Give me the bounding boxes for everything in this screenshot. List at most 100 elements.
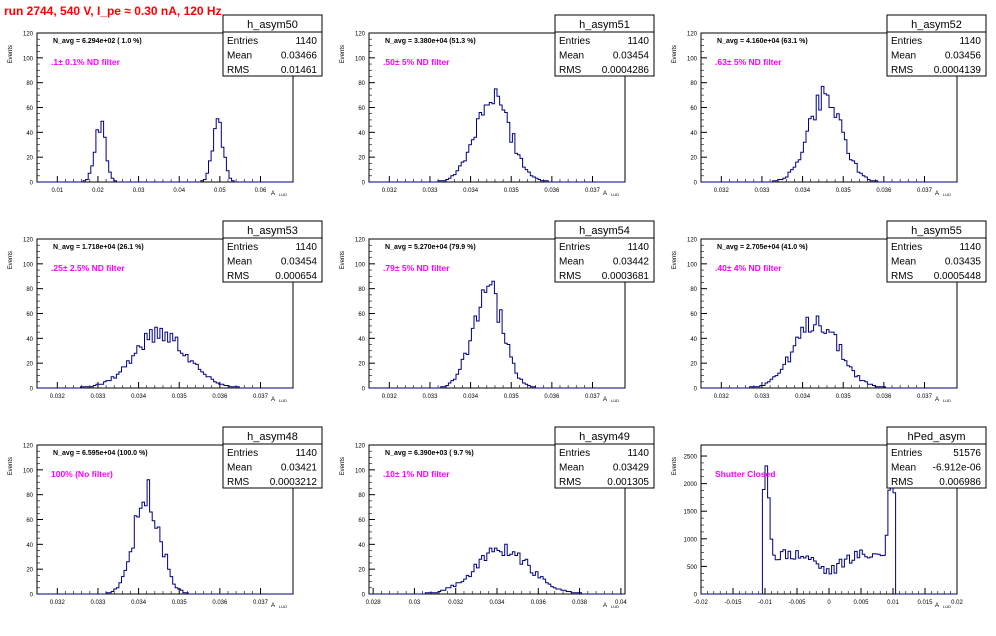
x-tick-label: 0.037 — [253, 600, 269, 606]
stats-mean-label: Mean — [559, 51, 584, 62]
histogram-name: h_asym50 — [247, 19, 298, 31]
y-tick-label: 40 — [26, 543, 33, 549]
histogram-name: hPed_asym — [907, 431, 965, 443]
x-tick-label: 0.037 — [917, 394, 933, 400]
y-tick-label: 60 — [26, 312, 33, 318]
y-tick-label: 20 — [690, 156, 697, 162]
x-axis-subscript: LUD — [943, 192, 951, 197]
y-tick-label: 0 — [362, 593, 366, 599]
stats-rms-value: 0.000654 — [275, 271, 317, 282]
stats-mean-value: 0.03466 — [281, 51, 318, 62]
stats-mean-label: Mean — [559, 257, 584, 268]
x-tick-label: -0.005 — [788, 600, 806, 606]
y-tick-label: 100 — [23, 56, 34, 62]
filter-annotation: .10± 1% ND filter — [383, 469, 450, 479]
y-tick-label: 60 — [26, 518, 33, 524]
y-tick-label: 100 — [687, 56, 698, 62]
stats-mean-value: 0.03454 — [281, 257, 318, 268]
stats-entries-value: 1140 — [295, 36, 317, 47]
x-tick-label: 0.033 — [90, 394, 106, 400]
stats-entries-label: Entries — [891, 36, 922, 47]
stats-mean-value: -6.912e-06 — [933, 463, 982, 474]
y-tick-label: 80 — [690, 81, 697, 87]
y-tick-label: 0 — [694, 181, 698, 187]
stats-box — [886, 14, 987, 77]
navg-label: N_avg = 4.160e+04 (63.1 %) — [717, 38, 808, 45]
y-tick-label: 100 — [355, 262, 366, 268]
y-tick-label: 0 — [30, 387, 34, 393]
x-axis-title: A — [603, 191, 607, 197]
stats-entries-label: Entries — [227, 242, 258, 253]
stats-mean-value: 0.03435 — [945, 257, 982, 268]
y-tick-label: 40 — [358, 337, 365, 343]
y-tick-label: 120 — [23, 32, 34, 38]
histogram-line — [37, 326, 293, 389]
x-axis-title: A — [271, 603, 275, 609]
x-axis-title: A — [603, 603, 607, 609]
navg-label: N_avg = 3.380e+04 (51.3 %) — [385, 38, 476, 45]
histogram-line — [701, 85, 957, 183]
stats-mean-label: Mean — [891, 463, 916, 474]
histogram-name: h_asym53 — [247, 225, 298, 237]
stats-rms-label: RMS — [891, 65, 914, 76]
histogram-name: h_asym52 — [911, 19, 962, 31]
y-tick-label: 20 — [26, 156, 33, 162]
stats-entries-value: 1140 — [295, 242, 317, 253]
stats-entries-value: 1140 — [959, 242, 981, 253]
stats-rms-label: RMS — [227, 271, 250, 282]
y-tick-label: 80 — [26, 493, 33, 499]
y-tick-label: 0 — [30, 593, 34, 599]
filter-annotation: .50± 5% ND filter — [383, 57, 450, 67]
histogram-name: h_asym49 — [579, 431, 630, 443]
x-tick-label: 0.037 — [585, 188, 601, 194]
histogram-panel-h-asym51: 0 20 40 60 80 100 120 0.032 0.033 0.034 0.035 0.036… — [332, 14, 664, 224]
x-tick-label: 0.032 — [50, 394, 66, 400]
y-tick-label: 60 — [26, 106, 33, 112]
stats-mean-label: Mean — [227, 463, 252, 474]
y-tick-label: 120 — [355, 238, 366, 244]
stats-rms-label: RMS — [559, 271, 582, 282]
histogram-svg: 0 20 40 60 80 100 120 0.028 0.03 0.032 0.034 0.036 0… — [340, 426, 655, 609]
navg-label: N_avg = 6.595e+04 (100.0 %) — [53, 450, 148, 457]
x-axis-subscript: LUD — [611, 192, 619, 197]
y-tick-label: 0 — [694, 387, 698, 393]
y-axis-title: Events — [340, 457, 346, 475]
x-tick-label: 0.032 — [382, 394, 398, 400]
stats-rms-value: 0.0004139 — [934, 65, 982, 76]
stats-entries-value: 1140 — [959, 36, 981, 47]
y-tick-label: 60 — [358, 518, 365, 524]
histogram-line — [37, 118, 293, 183]
histogram-panel-h-asym54: 0 20 40 60 80 100 120 0.032 0.033 0.034 0.035 0.036… — [332, 220, 664, 430]
y-tick-label: 40 — [358, 131, 365, 137]
x-tick-label: 0.05 — [214, 188, 226, 194]
stats-entries-value: 1140 — [627, 448, 649, 459]
y-tick-label: 40 — [690, 337, 697, 343]
navg-label: N_avg = 6.294e+02 ( 1.0 %) — [53, 38, 142, 45]
x-axis-subscript: LUD — [279, 192, 287, 197]
histogram-svg: 0 20 40 60 80 100 120 0.032 0.033 0.034 0.035 0.036… — [340, 220, 655, 403]
filter-annotation: .79± 5% ND filter — [383, 263, 450, 273]
histogram-svg: 0 20 40 60 80 100 120 0.01 0.02 0.03 0.04 0.05 0.06 E… — [8, 14, 323, 197]
stats-mean-value: 0.03454 — [613, 51, 650, 62]
x-axis-subscript: LUD — [611, 398, 619, 403]
y-tick-label: 40 — [690, 131, 697, 137]
x-tick-label: 0.032 — [382, 188, 398, 194]
stats-rms-value: 0.0003212 — [270, 477, 318, 488]
y-tick-label: 60 — [690, 106, 697, 112]
x-tick-label: 0.032 — [448, 600, 464, 606]
navg-label: N_avg = 6.390e+03 ( 9.7 %) — [385, 450, 474, 457]
stats-entries-label: Entries — [891, 448, 922, 459]
histogram-svg: 0 20 40 60 80 100 120 0.032 0.033 0.034 0.035 0.036… — [340, 14, 655, 197]
stats-entries-label: Entries — [227, 36, 258, 47]
x-axis-subscript: LUD — [943, 604, 951, 609]
y-axis-title: Events — [672, 45, 678, 63]
x-tick-label: 0.033 — [754, 188, 770, 194]
stats-box — [222, 426, 323, 489]
stats-entries-value: 1140 — [627, 242, 649, 253]
x-axis-title: A — [935, 603, 939, 609]
y-tick-label: 20 — [358, 568, 365, 574]
x-tick-label: 0.03 — [133, 188, 145, 194]
x-tick-label: 0.034 — [463, 394, 479, 400]
x-tick-label: 0.033 — [90, 600, 106, 606]
x-tick-label: 0.036 — [212, 394, 228, 400]
